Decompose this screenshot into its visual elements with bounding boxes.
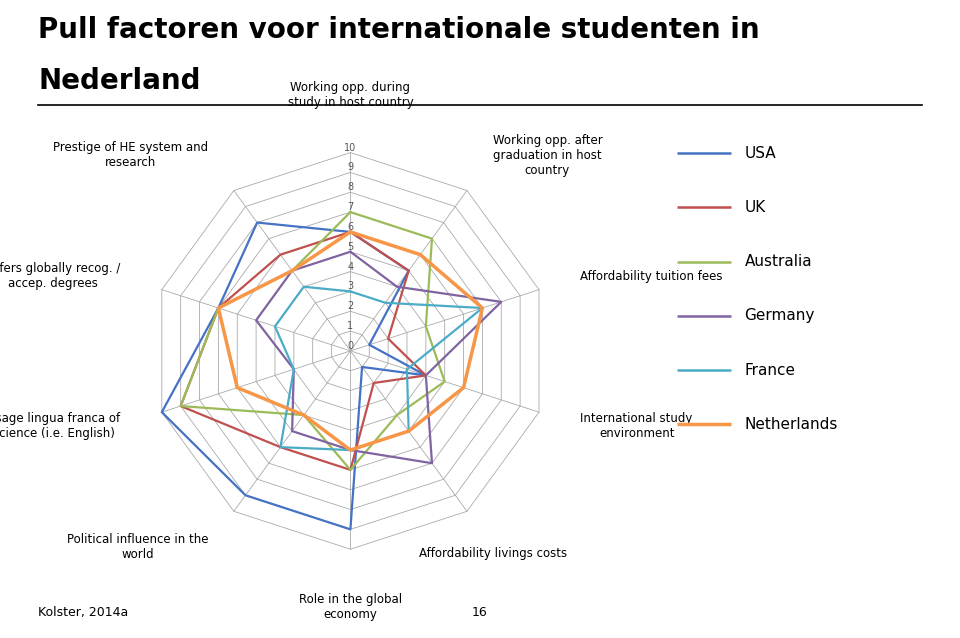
- Text: 5: 5: [348, 242, 353, 252]
- Text: UK: UK: [745, 200, 766, 215]
- Text: Affordability tuition fees: Affordability tuition fees: [581, 270, 723, 283]
- Text: Germany: Germany: [745, 308, 815, 323]
- Text: Offers globally recog. /
accep. degrees: Offers globally recog. / accep. degrees: [0, 262, 120, 290]
- Text: USA: USA: [745, 145, 777, 161]
- Text: Affordability livings costs: Affordability livings costs: [419, 547, 566, 560]
- Text: 7: 7: [348, 202, 353, 212]
- Text: Working opp. during
study in host country: Working opp. during study in host countr…: [288, 81, 413, 109]
- Text: 8: 8: [348, 182, 353, 192]
- Text: 9: 9: [348, 163, 353, 172]
- Text: Nederland: Nederland: [38, 67, 201, 95]
- Text: 0: 0: [348, 341, 353, 351]
- Text: Prestige of HE system and
research: Prestige of HE system and research: [53, 141, 208, 169]
- Text: 1: 1: [348, 321, 353, 331]
- Text: Netherlands: Netherlands: [745, 417, 838, 432]
- Text: Australia: Australia: [745, 254, 812, 269]
- Text: France: France: [745, 362, 796, 378]
- Text: 4: 4: [348, 262, 353, 272]
- Text: Role in the global
economy: Role in the global economy: [299, 593, 402, 621]
- Text: 2: 2: [348, 301, 353, 311]
- Text: 16: 16: [472, 606, 488, 619]
- Text: 10: 10: [345, 143, 356, 152]
- Text: Political influence in the
world: Political influence in the world: [66, 533, 208, 561]
- Text: Usage lingua franca of
science (i.e. English): Usage lingua franca of science (i.e. Eng…: [0, 412, 120, 440]
- Text: 6: 6: [348, 222, 353, 232]
- Text: Pull factoren voor internationale studenten in: Pull factoren voor internationale studen…: [38, 16, 760, 44]
- Text: Kolster, 2014a: Kolster, 2014a: [38, 606, 129, 619]
- Text: International study
environment: International study environment: [581, 412, 693, 440]
- Text: 3: 3: [348, 281, 353, 292]
- Text: Working opp. after
graduation in host
country: Working opp. after graduation in host co…: [492, 134, 602, 177]
